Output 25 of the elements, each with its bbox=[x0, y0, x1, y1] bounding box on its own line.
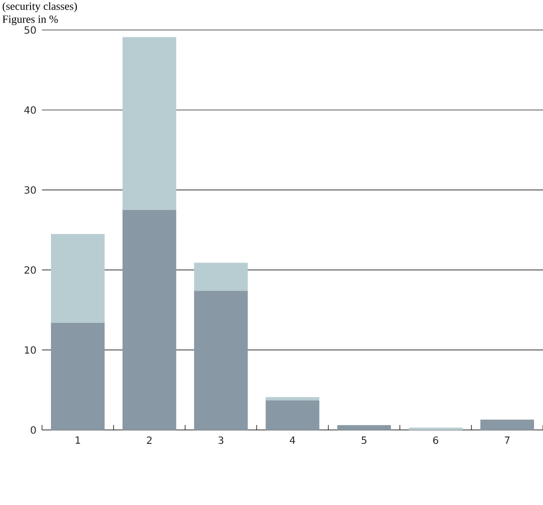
bar bbox=[122, 210, 176, 430]
x-tick-label: 6 bbox=[433, 436, 438, 444]
bar bbox=[50, 322, 105, 430]
bar bbox=[50, 234, 105, 323]
bar bbox=[194, 262, 248, 291]
x-tick-label: 3 bbox=[218, 436, 224, 444]
bar bbox=[122, 37, 176, 210]
x-tick-label: 5 bbox=[362, 436, 366, 444]
y-tick-label: 40 bbox=[24, 106, 36, 114]
y-tick-label: 30 bbox=[24, 186, 36, 194]
bar bbox=[266, 400, 320, 430]
chart-subtitle: Figures in % bbox=[2, 15, 58, 26]
y-tick-label: 0 bbox=[30, 426, 36, 434]
bar bbox=[480, 420, 534, 430]
bar bbox=[337, 425, 391, 430]
y-tick-label: 50 bbox=[24, 26, 36, 34]
y-tick-label: 10 bbox=[24, 346, 36, 354]
x-tick-label: 4 bbox=[290, 436, 296, 444]
bar bbox=[266, 397, 320, 400]
x-tick-label: 1 bbox=[76, 436, 80, 444]
x-tick-label: 2 bbox=[146, 436, 152, 444]
bar bbox=[194, 290, 248, 430]
y-tick-label: 20 bbox=[24, 266, 36, 274]
chart-title: (security classes) bbox=[2, 2, 77, 12]
x-tick-label: 7 bbox=[504, 436, 510, 444]
